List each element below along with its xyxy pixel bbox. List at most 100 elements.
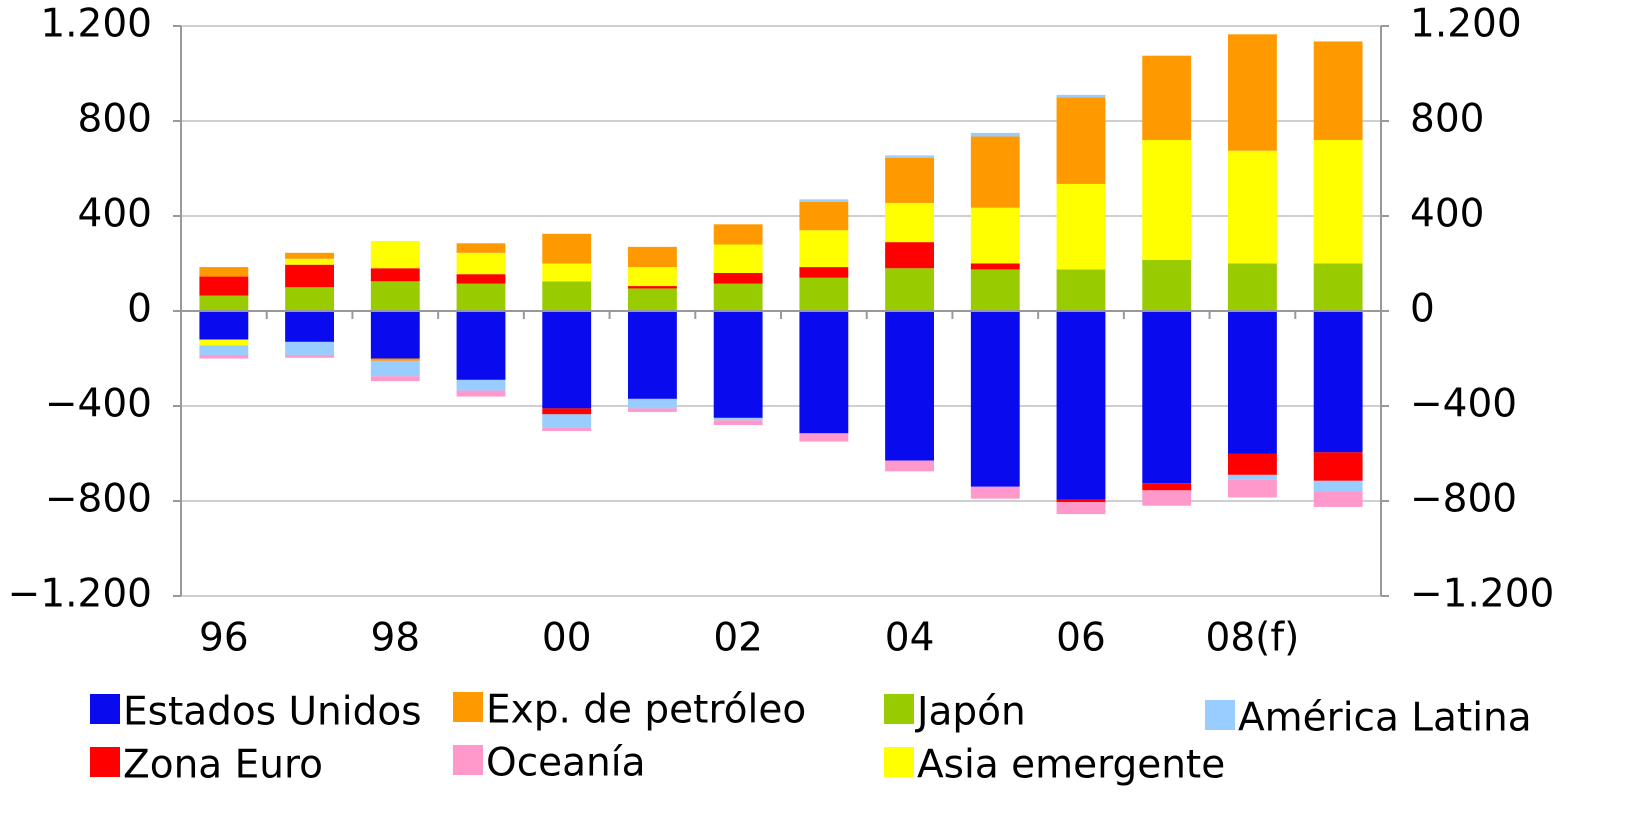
legend-label: Exp. de petróleo [486, 688, 806, 733]
bar-segment [456, 379, 506, 391]
bar-segment [799, 277, 849, 311]
bar-segment [799, 201, 849, 231]
legend-swatch [90, 747, 120, 777]
bar-segment [1056, 97, 1106, 184]
legend-label: América Latina [1238, 696, 1532, 741]
bar-segment [1313, 480, 1363, 492]
bar-segment [885, 157, 934, 203]
bar-segment [713, 224, 763, 245]
bar-segment [199, 276, 249, 296]
bar-segment [542, 408, 592, 415]
bar-segment [799, 199, 849, 202]
bar-segment [799, 267, 849, 278]
bar-segment [1313, 41, 1363, 140]
bar-segment [199, 295, 249, 311]
bar-segment [1228, 453, 1277, 475]
bar-segment [199, 311, 249, 340]
bar-segment [799, 311, 849, 434]
bar-segment [1142, 490, 1192, 506]
legend-label: Oceanía [486, 741, 646, 786]
bar-segment [970, 136, 1020, 208]
bar-segment [713, 417, 763, 421]
y2-tick-label: 400 [1410, 192, 1484, 237]
bar-segment [285, 264, 334, 288]
bar-segment [628, 288, 677, 311]
bar-segment [199, 345, 249, 355]
bar-segment [285, 258, 334, 265]
bar-segment [1313, 491, 1363, 507]
y2-tick-label: −400 [1410, 382, 1517, 427]
x-tick-label: 06 [1056, 616, 1106, 661]
bar-segment [970, 207, 1020, 264]
y-tick-label: −800 [45, 477, 152, 522]
bar-segment [799, 230, 849, 268]
y-tick-label: 1.200 [40, 2, 152, 47]
bar-segment [1313, 452, 1363, 481]
bar-segment [713, 244, 763, 273]
bar-segment [970, 269, 1020, 311]
bar-segment [1056, 94, 1106, 98]
bar-segment [456, 283, 506, 311]
bar-segment [628, 311, 677, 399]
x-tick-label: 04 [885, 616, 935, 661]
bar-segment [1142, 259, 1192, 311]
bar-segment [885, 268, 934, 311]
bar-segment [370, 358, 420, 361]
bar-segment [542, 427, 592, 431]
legend-label: Estados Unidos [123, 690, 422, 735]
bar-segment [370, 281, 420, 311]
bar-segment [628, 267, 677, 287]
bar-segment [1056, 499, 1106, 503]
legend-swatch [453, 745, 483, 775]
bar-segment [542, 281, 592, 311]
legend-swatch [1205, 700, 1235, 730]
bar-segment [542, 263, 592, 282]
bar-segment [456, 243, 506, 253]
bar-segment [1142, 55, 1192, 140]
bar-segment [713, 311, 763, 418]
y-tick-label: 400 [78, 192, 152, 237]
bar-segment [1228, 474, 1277, 480]
bar-segment [370, 268, 420, 282]
bar-segment [1056, 183, 1106, 270]
bar-segment [970, 311, 1020, 487]
bar-segment [1142, 140, 1192, 260]
bar-segment [1228, 311, 1277, 454]
bar-segment [199, 354, 249, 359]
legend-swatch [884, 747, 914, 777]
bar-segment [885, 460, 934, 472]
y2-tick-label: 0 [1410, 287, 1435, 332]
bar-segment [885, 242, 934, 269]
bar-segment [285, 252, 334, 259]
y-tick-label: 0 [127, 287, 152, 332]
bar-segment [799, 433, 849, 442]
bar-segment [885, 202, 934, 243]
bar-segment [370, 311, 420, 359]
bar-segment [456, 252, 506, 275]
bar-segment [1142, 483, 1192, 491]
bar-segment [456, 311, 506, 380]
bar-segment [456, 274, 506, 284]
bar-segment [199, 267, 249, 277]
bar-segment [970, 263, 1020, 270]
x-tick-label: 00 [542, 616, 592, 661]
bar-segment [1228, 263, 1277, 311]
bar-segment [370, 240, 420, 269]
bar-segment [628, 408, 677, 412]
legend-swatch [90, 694, 120, 724]
bar-segment [628, 398, 677, 409]
bar-segment [885, 155, 934, 158]
bar-segment [542, 414, 592, 428]
bar-segment [370, 376, 420, 382]
y-tick-label: 800 [78, 97, 152, 142]
legend-label: Japón [914, 690, 1026, 735]
y-tick-label: −400 [45, 382, 152, 427]
legend-label: Asia emergente [917, 743, 1225, 788]
bar-segment [285, 341, 334, 355]
legend-label: Zona Euro [123, 743, 323, 788]
legend-swatch [884, 694, 914, 724]
bar-segment [1056, 269, 1106, 311]
bar-segment [1056, 502, 1106, 515]
